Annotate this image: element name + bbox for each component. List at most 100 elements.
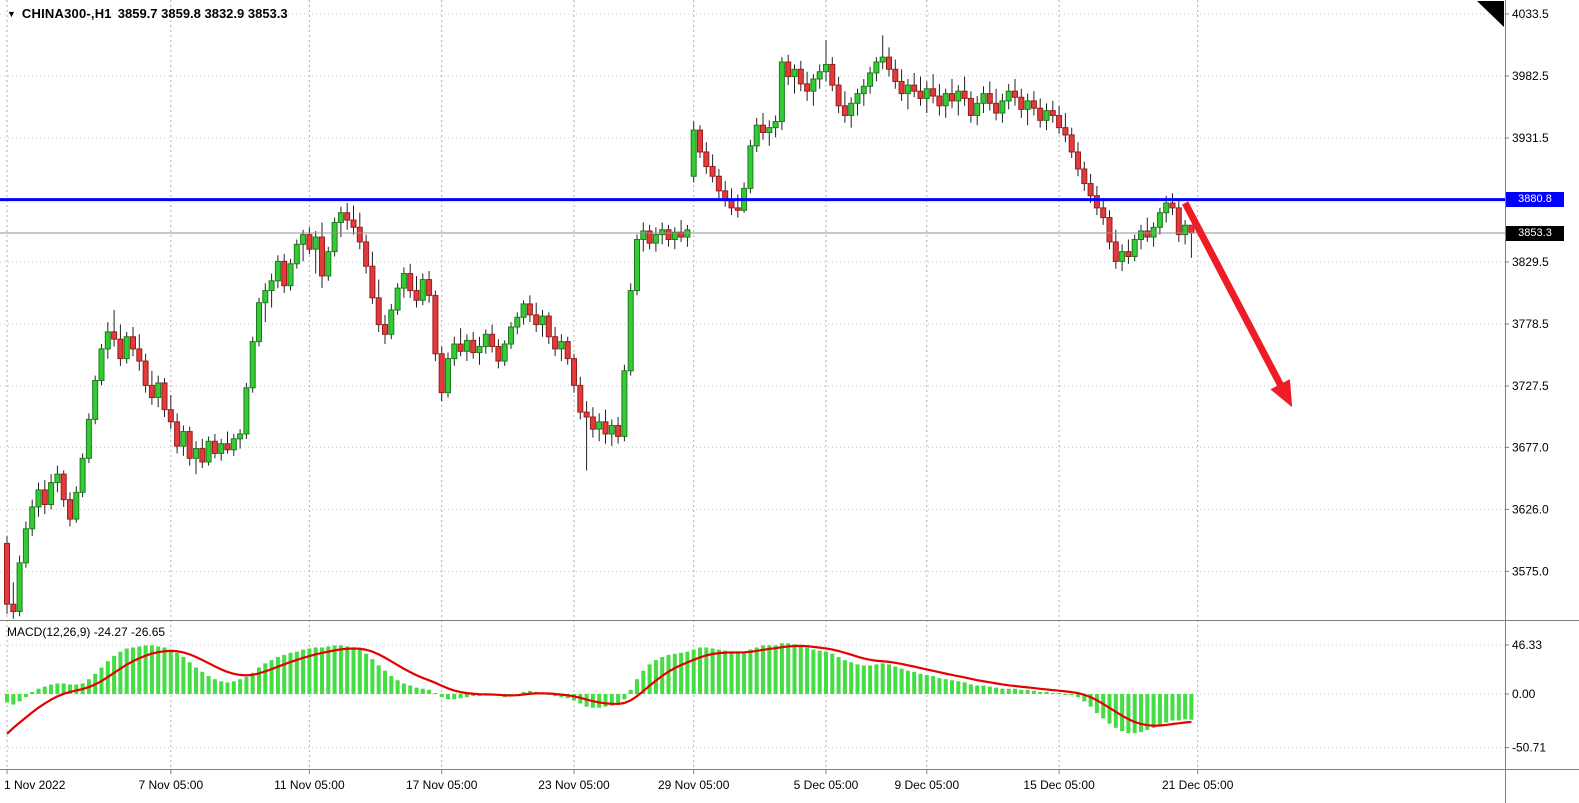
macd-bar	[672, 653, 677, 694]
macd-bar	[868, 665, 873, 694]
bull-candle	[1131, 238, 1138, 258]
macd-bar	[433, 692, 438, 694]
macd-bar	[1031, 690, 1036, 694]
macd-bar	[420, 688, 425, 694]
macd-bar	[798, 645, 803, 694]
macd-bar	[357, 649, 362, 694]
macd-bar	[836, 656, 841, 694]
macd-bar	[149, 645, 154, 694]
bear-candle	[363, 241, 370, 267]
bear-candle	[281, 260, 288, 287]
bull-candle	[514, 316, 521, 328]
bear-candle	[728, 200, 735, 209]
bear-candle	[350, 219, 357, 228]
bear-candle	[526, 303, 533, 316]
macd-bar	[401, 683, 406, 694]
macd-bar	[1006, 688, 1011, 694]
bear-candle	[1049, 110, 1056, 116]
macd-bar	[414, 687, 419, 694]
bear-candle	[1188, 224, 1195, 234]
time-axis-label: 11 Nov 05:00	[274, 778, 345, 792]
bull-candle	[73, 491, 80, 520]
bear-candle	[1087, 183, 1094, 197]
macd-bar	[1094, 694, 1099, 714]
price-axis-label: 3727.5	[1512, 379, 1549, 393]
bear-candle	[1106, 217, 1113, 243]
bull-candle	[1150, 226, 1157, 238]
macd-bar	[767, 645, 772, 694]
bear-candle	[1144, 230, 1151, 238]
time-axis-label: 29 Nov 05:00	[658, 778, 730, 792]
bear-candle	[130, 336, 136, 350]
bear-candle	[678, 231, 685, 238]
time-axis-label: 5 Dec 05:00	[794, 778, 859, 792]
bear-candle	[111, 331, 118, 340]
bull-candle	[816, 71, 823, 80]
bear-candle	[898, 80, 905, 95]
macd-bar	[716, 649, 721, 694]
macd-bar	[968, 684, 973, 694]
bear-candle	[117, 338, 124, 360]
bull-candle	[848, 102, 855, 116]
macd-bar	[68, 684, 72, 694]
macd-bar	[30, 691, 35, 694]
bear-candle	[148, 384, 155, 399]
macd-bar	[124, 648, 129, 694]
bear-candle	[413, 290, 420, 301]
macd-bar	[710, 648, 715, 694]
bear-candle	[911, 84, 918, 92]
macd-bar	[1132, 694, 1137, 734]
bull-candle	[180, 431, 187, 447]
bull-candle	[419, 279, 426, 301]
macd-bar	[1170, 694, 1175, 721]
bear-candle	[1100, 207, 1107, 219]
bull-candle	[772, 121, 779, 129]
bear-candle	[583, 411, 590, 418]
macd-bar	[597, 694, 602, 708]
macd-bar	[887, 664, 891, 694]
bear-candle	[369, 265, 376, 299]
macd-bar	[1019, 689, 1024, 694]
macd-bar	[698, 647, 702, 694]
macd-bar	[950, 680, 954, 694]
macd-bar	[521, 691, 526, 694]
bull-candle	[1024, 100, 1031, 110]
bear-candle	[665, 229, 672, 240]
bear-candle	[136, 348, 143, 362]
macd-bar	[1088, 694, 1093, 707]
macd-bar	[679, 652, 684, 694]
bull-candle	[312, 236, 319, 250]
price-axis-label: 3677.0	[1512, 440, 1549, 454]
bull-candle	[860, 85, 867, 95]
bull-candle	[400, 273, 407, 289]
bull-candle	[476, 345, 483, 354]
bear-candle	[917, 90, 924, 99]
bull-candle	[293, 243, 300, 265]
bull-candle	[287, 263, 294, 287]
bear-candle	[797, 68, 804, 85]
macd-bar	[36, 688, 41, 694]
bear-candle	[967, 97, 974, 116]
macd-bar	[194, 667, 198, 694]
bear-candle	[356, 226, 363, 243]
macd-bar	[527, 690, 532, 694]
macd-bar	[1069, 694, 1074, 696]
current-price-badge: 3853.3	[1506, 225, 1564, 241]
trend-arrow-shaft	[1182, 201, 1288, 395]
bear-candle	[552, 336, 559, 350]
time-axis-label: 23 Nov 05:00	[538, 778, 610, 792]
macd-bar	[42, 686, 47, 694]
macd-bar	[458, 694, 463, 699]
bull-candle	[923, 88, 930, 99]
axis-labels: 4033.5 3982.5 3931.5 3829.5 3778.5 3727.5 3677…	[4, 7, 1549, 792]
macd-bar	[937, 678, 942, 694]
bear-candle	[1018, 96, 1025, 110]
bull-candle	[1182, 224, 1189, 236]
macd-bar	[452, 694, 457, 700]
bull-candle	[520, 303, 527, 318]
bull-candle	[337, 212, 344, 223]
bear-candle	[199, 448, 206, 463]
macd-bar	[1120, 694, 1125, 732]
macd-bar	[855, 664, 860, 694]
